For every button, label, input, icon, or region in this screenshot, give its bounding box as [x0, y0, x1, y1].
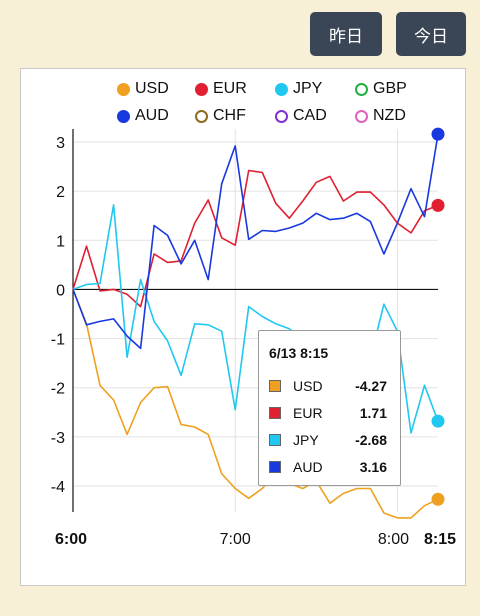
- legend-swatch: [355, 82, 368, 96]
- legend-label: EUR: [213, 80, 247, 97]
- chart-legend: USD EUR JPY GBP AUD CHF CAD NZD: [117, 79, 457, 126]
- y-tick-label: 3: [56, 135, 65, 152]
- tooltip-title: 6/13 8:15: [269, 345, 329, 361]
- y-tick-label: -3: [51, 430, 65, 447]
- legend-item-jpy[interactable]: JPY: [275, 79, 355, 99]
- legend-item-aud[interactable]: AUD: [117, 106, 195, 126]
- end-marker-usd: [431, 492, 445, 506]
- legend-swatch: [195, 109, 208, 123]
- legend-item-nzd[interactable]: NZD: [355, 106, 435, 126]
- legend-swatch: [275, 109, 288, 123]
- tooltip-series-value: 1.71: [359, 404, 387, 421]
- series-line-usd: [72, 289, 439, 519]
- tooltip-series-name: AUD: [293, 458, 323, 475]
- y-tick-label: -2: [51, 381, 65, 398]
- tooltip-series-name: EUR: [293, 404, 323, 421]
- legend-label: GBP: [373, 80, 407, 97]
- tooltip-series-value: -4.27: [355, 377, 387, 394]
- tooltip-series-value: 3.16: [359, 458, 387, 475]
- legend-swatch: [355, 109, 368, 123]
- x-tick-label: 7:00: [220, 531, 251, 548]
- legend-item-cad[interactable]: CAD: [275, 106, 355, 126]
- tooltip-series-name: USD: [293, 377, 323, 394]
- legend-item-chf[interactable]: CHF: [195, 106, 275, 126]
- legend-label: AUD: [135, 107, 169, 124]
- legend-label: CHF: [213, 107, 246, 124]
- legend-item-gbp[interactable]: GBP: [355, 79, 435, 99]
- tooltip-row-eur: EUR 1.71: [269, 399, 390, 426]
- tooltip-row-usd: USD -4.27: [269, 372, 390, 399]
- tooltip-row-aud: AUD 3.16: [269, 453, 390, 480]
- y-tick-label: 2: [56, 184, 65, 201]
- legend-label: NZD: [373, 107, 406, 124]
- y-tick-label: 1: [56, 233, 65, 250]
- y-tick-label: -4: [51, 479, 65, 496]
- y-tick-label: 0: [56, 282, 65, 299]
- tooltip-swatch: [269, 433, 281, 446]
- chart-panel: 3 2 1 0 -1 -2 -3 -4 6:00 7:00 8:00 8:15 USD EUR JPY GB…: [20, 68, 466, 586]
- legend-label: USD: [135, 80, 169, 97]
- legend-item-eur[interactable]: EUR: [195, 79, 275, 99]
- today-button[interactable]: 今日: [396, 12, 466, 56]
- x-tick-label: 8:00: [378, 531, 409, 548]
- y-tick-label: -1: [51, 332, 65, 349]
- legend-label: CAD: [293, 107, 327, 124]
- legend-item-usd[interactable]: USD: [117, 79, 195, 99]
- line-chart: 3 2 1 0 -1 -2 -3 -4 6:00 7:00 8:00 8:15: [51, 127, 456, 548]
- tooltip-swatch: [269, 379, 281, 392]
- tooltip-swatch: [269, 406, 281, 419]
- prev-day-button[interactable]: 昨日: [310, 12, 382, 56]
- legend-swatch: [117, 109, 130, 123]
- end-marker-aud: [431, 127, 445, 141]
- tooltip-series-value: -2.68: [355, 431, 387, 448]
- tooltip-row-jpy: JPY -2.68: [269, 426, 390, 453]
- end-marker-eur: [431, 198, 445, 212]
- legend-label: JPY: [293, 80, 323, 97]
- end-marker-jpy: [431, 414, 445, 428]
- x-tick-label: 8:15: [424, 531, 456, 548]
- series-line-aud: [72, 133, 439, 350]
- tooltip-swatch: [269, 460, 281, 473]
- legend-swatch: [117, 82, 130, 96]
- legend-swatch: [195, 82, 208, 96]
- x-tick-label: 6:00: [55, 531, 87, 548]
- series-line-eur: [72, 169, 439, 308]
- legend-swatch: [275, 82, 288, 96]
- tooltip-series-name: JPY: [293, 431, 319, 448]
- chart-tooltip: 6/13 8:15 USD -4.27 EUR 1.71 JPY -2.68 AUD 3.16: [258, 330, 401, 486]
